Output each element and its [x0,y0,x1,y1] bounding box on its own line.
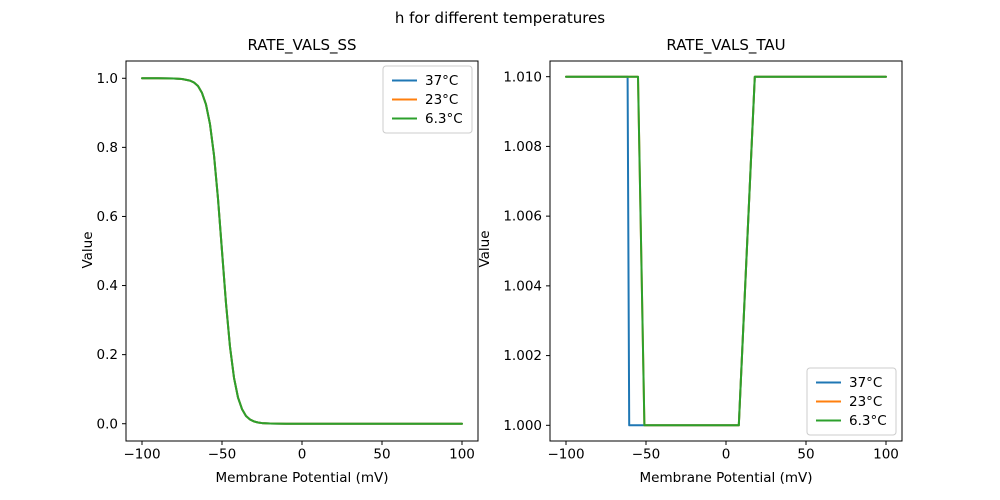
x-tick-label: −50 [208,447,237,463]
y-tick-label: 0.4 [97,278,118,294]
legend-label: 6.3°C [849,413,887,429]
legend-label: 37°C [425,73,458,89]
right-xaxis-label: Membrane Potential (mV) [639,470,813,486]
legend: 37°C 23°C 6.3°C [382,65,473,134]
legend-label: 6.3°C [425,111,463,127]
y-tick-label: 1.004 [503,278,542,294]
right-plot-title: RATE_VALS_TAU [666,36,786,54]
x-tick-label: 50 [373,447,390,463]
x-tick-label: −100 [123,447,160,463]
x-tick-label: 0 [722,447,731,463]
y-tick-label: 1.0 [97,71,118,87]
y-tick-label: 1.002 [503,348,542,364]
legend-label: 23°C [425,92,458,108]
series-line-6.3C [141,77,463,425]
y-tick-label: 0.2 [97,347,118,363]
legend: 37°C 23°C 6.3°C [806,367,897,436]
right-yaxis-label: Value [477,230,493,268]
x-tick-label: 50 [797,447,814,463]
axes-spines [125,60,479,442]
y-tick-label: 0.8 [97,140,118,156]
x-tick-label: −100 [547,447,584,463]
x-tick-label: 0 [298,447,307,463]
x-tick-label: 100 [449,447,475,463]
x-tick-label: 100 [873,447,899,463]
left-xaxis-label: Membrane Potential (mV) [215,470,389,486]
right-plot: −100 −50 0 50 100 1.000 1.002 1.004 1.006 1.008 1.… [503,60,903,463]
legend-box [806,367,897,436]
y-tick-label: 1.006 [503,209,542,225]
left-yaxis-label: Value [80,231,96,269]
series-line-6.3C [565,75,887,427]
y-tick-label: 1.010 [503,69,542,85]
y-tick-label: 1.008 [503,139,542,155]
legend-box [382,65,473,134]
y-tick-label: 0.6 [97,209,118,225]
y-tick-label: 0.0 [97,416,118,432]
left-plot-title: RATE_VALS_SS [247,36,357,54]
left-plot: −100 −50 0 50 100 0.0 0.2 0.4 0.6 0.8 1.0 37°C 23°C 6… [97,60,479,463]
legend-label: 23°C [849,394,882,410]
x-tick-label: −50 [632,447,661,463]
figure-title: h for different temperatures [394,9,606,27]
y-tick-label: 1.000 [503,418,542,434]
legend-label: 37°C [849,375,882,391]
axes-spines [549,60,903,442]
